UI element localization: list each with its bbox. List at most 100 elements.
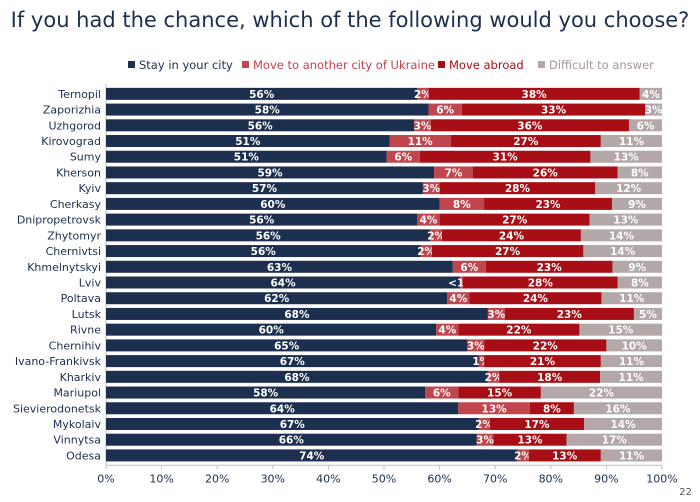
category-label: Zhytomyr (47, 229, 101, 242)
x-tick-label: 20% (205, 472, 229, 485)
data-label: 27% (513, 136, 539, 148)
data-label: 56% (249, 89, 275, 101)
x-tick-label: 50% (372, 472, 396, 485)
legend-item-move-abroad: Move abroad (438, 58, 524, 72)
bar-segment (633, 307, 662, 320)
bar-segment (584, 417, 662, 430)
bar-segment (476, 433, 494, 446)
x-tick-label: 60% (427, 472, 451, 485)
category-label: Mykolaiv (53, 418, 102, 431)
bar-segment (389, 135, 451, 148)
bar-segment (106, 323, 437, 336)
page-number: 22 (679, 487, 692, 498)
data-label: 14% (609, 230, 635, 242)
data-label: 6% (460, 262, 478, 274)
data-label: 63% (267, 262, 293, 274)
data-label: 60% (259, 325, 285, 337)
bar-segment (439, 182, 596, 195)
bar-segment (645, 103, 662, 116)
bar-segment (450, 135, 601, 148)
data-label: 18% (537, 372, 563, 384)
bar-segment (611, 197, 662, 210)
bar-segment (485, 260, 613, 273)
bar-segment (106, 166, 435, 179)
data-label: 22% (533, 340, 559, 352)
data-label: 16% (605, 403, 631, 415)
x-tick-label: 10% (149, 472, 173, 485)
data-label: 6% (394, 152, 412, 164)
category-label: Kyiv (79, 182, 102, 195)
bar-segment (430, 119, 629, 132)
legend-label-move-abroad: Move abroad (449, 58, 524, 72)
bar-segment (484, 339, 607, 352)
category-label: Odesa (66, 449, 101, 462)
bar-segment (428, 87, 640, 100)
bar-segment (106, 213, 418, 226)
data-label: 13% (613, 215, 639, 227)
data-label: 27% (495, 246, 521, 258)
data-label: 2% (514, 450, 532, 462)
bar-segment (460, 276, 463, 289)
data-label: 23% (557, 309, 583, 321)
bar-segment (478, 355, 485, 368)
data-label: 5% (639, 309, 657, 321)
category-label: Zaporizhia (43, 104, 101, 117)
bar-segment (106, 245, 421, 258)
bar-segment (386, 150, 420, 163)
data-label: 67% (280, 356, 306, 368)
category-label: Kirovograd (41, 135, 101, 148)
data-label: 8% (631, 278, 649, 290)
data-label: 11% (619, 356, 645, 368)
bar-segment (106, 276, 461, 289)
bar-segment (430, 229, 442, 242)
bar-segment (106, 229, 431, 242)
bar-segment (600, 449, 662, 462)
bar-segment (106, 119, 415, 132)
bar-segment (540, 386, 662, 399)
data-label: 26% (533, 167, 559, 179)
data-label: 24% (523, 293, 549, 305)
data-label: 56% (251, 246, 277, 258)
bar-segment (612, 260, 662, 273)
bar-segment (566, 433, 662, 446)
data-label: 2% (475, 419, 493, 431)
bar-segment (428, 103, 462, 116)
data-label: 27% (502, 215, 528, 227)
data-label: 60% (260, 199, 286, 211)
legend-item-difficult: Difficult to answer (538, 58, 654, 72)
data-label: 3% (414, 120, 432, 132)
legend-swatch-stay (128, 61, 135, 68)
data-label: 8% (453, 199, 471, 211)
data-label: 11% (619, 136, 645, 148)
data-label: 57% (252, 183, 278, 195)
data-label: 11% (619, 372, 645, 384)
data-label: 10% (622, 340, 648, 352)
data-label: 6% (436, 105, 454, 117)
data-label: 13% (614, 152, 640, 164)
bar-segment (106, 386, 426, 399)
bar-segment (106, 355, 479, 368)
data-label: 65% (274, 340, 300, 352)
bar-segment (106, 150, 387, 163)
data-label: 17% (524, 419, 550, 431)
data-label: 51% (235, 136, 261, 148)
bar-segment (595, 182, 662, 195)
data-label: 28% (505, 183, 531, 195)
data-label: 3% (645, 105, 663, 117)
legend-swatch-move-abroad (438, 61, 445, 68)
bar-segment (484, 355, 601, 368)
legend-item-stay: Stay in your city (128, 58, 233, 72)
data-label: 3% (476, 435, 494, 447)
data-label: 7% (445, 167, 463, 179)
x-tick-label: 90% (594, 472, 618, 485)
data-label: 58% (253, 388, 279, 400)
data-label: 15% (487, 388, 513, 400)
category-label: Ternopil (57, 88, 101, 101)
bar-segment (439, 197, 485, 210)
category-label: Uzhgorod (48, 119, 101, 132)
x-tick-label: 40% (316, 472, 340, 485)
chart-title: If you had the chance, which of the foll… (10, 8, 690, 32)
bar-segment (436, 323, 459, 336)
data-label: 6% (433, 388, 451, 400)
bar-segment (452, 260, 486, 273)
